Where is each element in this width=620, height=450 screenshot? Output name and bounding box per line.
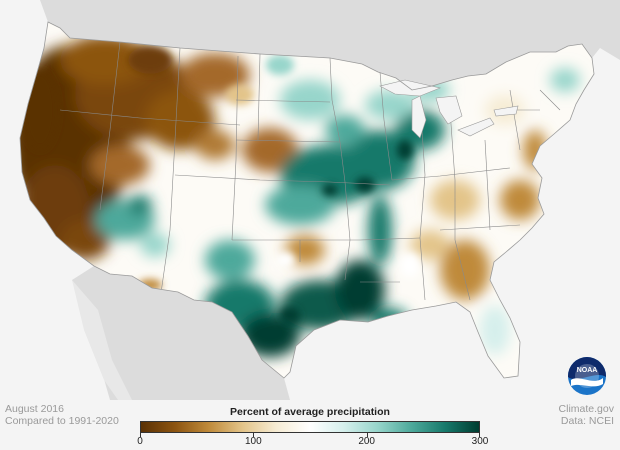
baja-peninsula [72,280,132,400]
legend-tick [366,433,368,437]
source-data: Data: NCEI [560,415,614,427]
legend-tick-label: 300 [471,436,489,447]
legend-tick [140,433,141,437]
legend-tick-label: 0 [137,436,143,447]
legend-title: Percent of average precipitation [230,406,390,418]
noaa-logo-icon: NOAA [568,357,606,395]
source-site: Climate.gov [558,403,614,415]
precipitation-map [19,0,620,400]
legend-tick [253,433,255,437]
noaa-logo-text: NOAA [577,367,598,374]
us-precipitation-map-svg [19,0,620,400]
legend-color-bar [140,421,480,433]
caption-baseline: Compared to 1991-2020 [5,415,119,427]
legend-tick-label: 200 [358,436,375,447]
great-lakes [379,79,519,139]
legend-tick-label: 100 [244,436,262,447]
caption-right: Climate.gov Data: NCEI [559,403,614,427]
mexico-landmass [72,266,290,400]
caption-date: August 2016 [5,403,64,415]
legend-tick [479,433,480,437]
canada-landmass [40,0,620,90]
state-borders [59,41,561,301]
caption-left: August 2016 Compared to 1991-2020 [5,403,119,427]
us-outline [19,21,595,379]
